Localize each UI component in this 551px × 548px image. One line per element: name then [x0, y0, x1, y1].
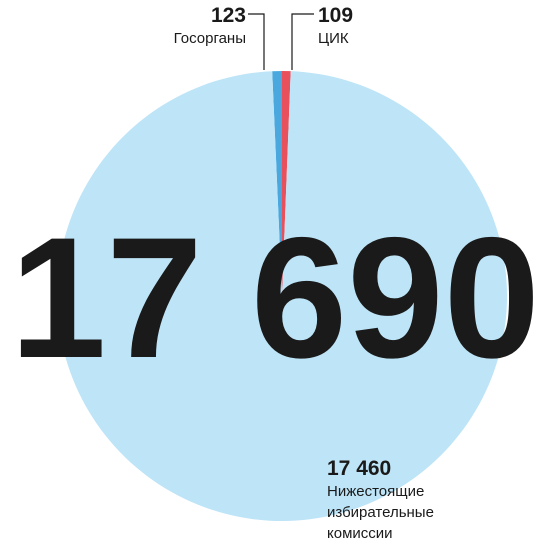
- pie-slice: [57, 71, 507, 521]
- total-label: 17 690: [10, 202, 540, 394]
- value-label: 17 460: [327, 457, 392, 480]
- category-label: Нижестоящие избирательные комиссии: [327, 483, 434, 542]
- leader-line: [291, 13, 314, 70]
- label-group: 123 Госорганы: [174, 4, 246, 49]
- pie-slice: [282, 71, 291, 296]
- label-group: 109 ЦИК: [318, 4, 353, 49]
- value-label: 123: [210, 4, 246, 27]
- label-group: 17 460 Нижестоящие избирательные комисси…: [327, 457, 467, 544]
- value-label: 109: [318, 4, 354, 27]
- pie-slice: [272, 71, 282, 296]
- category-label: Госорганы: [173, 30, 246, 47]
- leader-line: [248, 13, 265, 70]
- category-label: ЦИК: [318, 30, 349, 47]
